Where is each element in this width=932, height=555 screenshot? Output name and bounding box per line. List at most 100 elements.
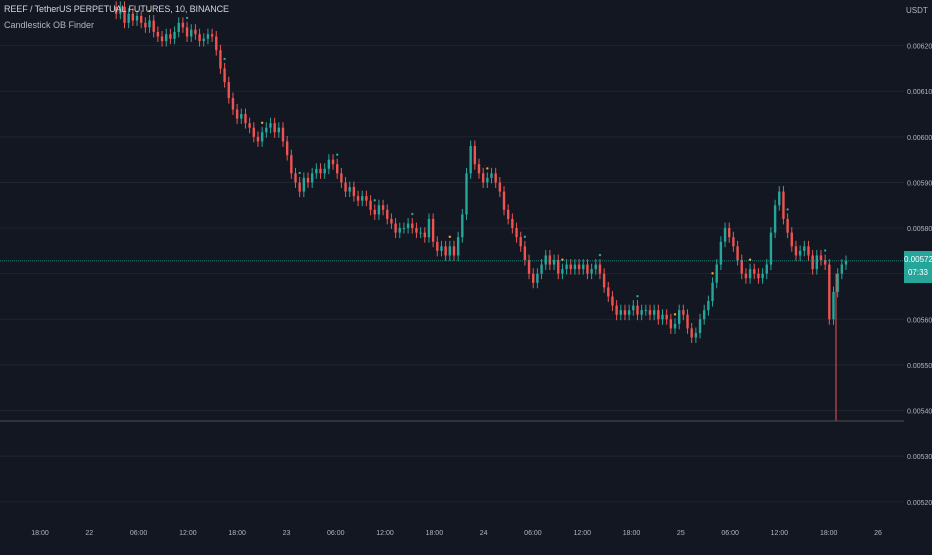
candle-body — [448, 246, 452, 256]
candle-body — [131, 13, 135, 21]
ob-marker — [636, 294, 639, 298]
candle-body — [198, 34, 201, 42]
candle-body — [244, 114, 247, 124]
candle-body — [256, 136, 260, 142]
ob-marker — [411, 212, 414, 216]
time-axis[interactable]: 18:00 22 06:00 12:00 18:00 23 06:00 12:00 18:00 2… — [0, 520, 904, 550]
candle-body — [473, 145, 477, 165]
candle-body — [240, 114, 243, 119]
candle-body — [636, 305, 639, 315]
candle-body — [177, 22, 180, 32]
candle-body — [148, 20, 151, 28]
ob-marker — [673, 313, 677, 316]
candle-body — [677, 310, 681, 324]
candle-body — [794, 246, 798, 256]
candle-body — [152, 20, 155, 32]
candle-body — [206, 34, 210, 39]
candle-body — [803, 246, 806, 251]
price-chart-svg[interactable] — [0, 0, 904, 520]
candle-body — [594, 264, 597, 270]
candle-body — [427, 218, 431, 238]
candle-body — [173, 31, 176, 39]
candle-body — [135, 15, 139, 21]
candle-body — [623, 310, 627, 315]
candle-body — [190, 29, 193, 37]
candle-body — [557, 260, 560, 274]
candle-body — [160, 36, 164, 42]
candle-body — [694, 332, 698, 338]
symbol-title[interactable]: REEF / TetherUS PERPETUAL FUTURES, 10, B… — [4, 4, 229, 14]
candle-body — [494, 173, 497, 183]
candle-body — [661, 314, 664, 320]
candle-body — [440, 246, 443, 251]
candle-body — [361, 196, 364, 201]
time-tick-label: 23 — [283, 530, 291, 537]
candle-body — [744, 273, 748, 279]
candle-body — [815, 255, 819, 270]
candle-body — [123, 6, 126, 23]
candle-body — [114, 6, 118, 14]
candle-body — [632, 305, 635, 311]
time-tick-label: 26 — [874, 530, 882, 537]
candle-body — [344, 182, 347, 192]
candle-body — [669, 319, 673, 329]
candle-body — [732, 237, 735, 247]
candle-body — [377, 205, 381, 215]
candle-body — [719, 241, 723, 265]
candle-body — [723, 228, 727, 242]
candle-body — [586, 264, 589, 274]
candle-body — [648, 310, 652, 315]
ob-marker — [223, 57, 226, 61]
ob-marker — [373, 199, 376, 202]
candle-body — [139, 15, 143, 23]
candle-body — [607, 287, 610, 297]
candle-body — [419, 232, 422, 234]
candle-body — [302, 177, 306, 192]
candle-body — [215, 36, 218, 51]
candle-body — [786, 218, 789, 233]
candle-body — [619, 310, 622, 315]
time-tick-label: 24 — [480, 530, 488, 537]
candle-body — [219, 50, 222, 69]
candle-body — [469, 145, 472, 174]
ob-marker — [523, 235, 527, 239]
candle-body — [569, 264, 572, 270]
chart-plot-area[interactable]: REEF / TetherUS PERPETUAL FUTURES, 10, B… — [0, 0, 904, 520]
candle-body — [573, 264, 577, 270]
candle-body — [369, 200, 372, 210]
candle-body — [402, 228, 406, 230]
candle-body — [707, 301, 710, 311]
candle-body — [761, 273, 764, 279]
candle-body — [778, 191, 781, 206]
candle-body — [444, 246, 447, 256]
candle-body — [757, 273, 760, 279]
candle-body — [657, 310, 660, 320]
indicator-name[interactable]: Candlestick OB Finder — [4, 20, 95, 30]
candle-body — [144, 22, 147, 28]
candle-body — [235, 109, 239, 119]
candle-body — [602, 273, 606, 288]
candle-body — [773, 205, 777, 233]
candle-body — [790, 232, 793, 247]
candle-body — [640, 310, 643, 315]
candle-body — [682, 310, 685, 315]
candle-body — [210, 34, 214, 37]
candle-body — [298, 182, 301, 192]
candle-body — [277, 127, 281, 133]
candle-body — [736, 246, 739, 260]
candle-body — [465, 173, 468, 215]
candle-body — [577, 264, 581, 270]
candle-body — [273, 123, 276, 133]
time-tick-label: 06:00 — [327, 530, 345, 537]
ob-marker — [823, 249, 827, 252]
last-price-value: 0.005728 — [904, 254, 932, 264]
candle-body — [844, 260, 848, 265]
candle-body — [165, 34, 168, 42]
